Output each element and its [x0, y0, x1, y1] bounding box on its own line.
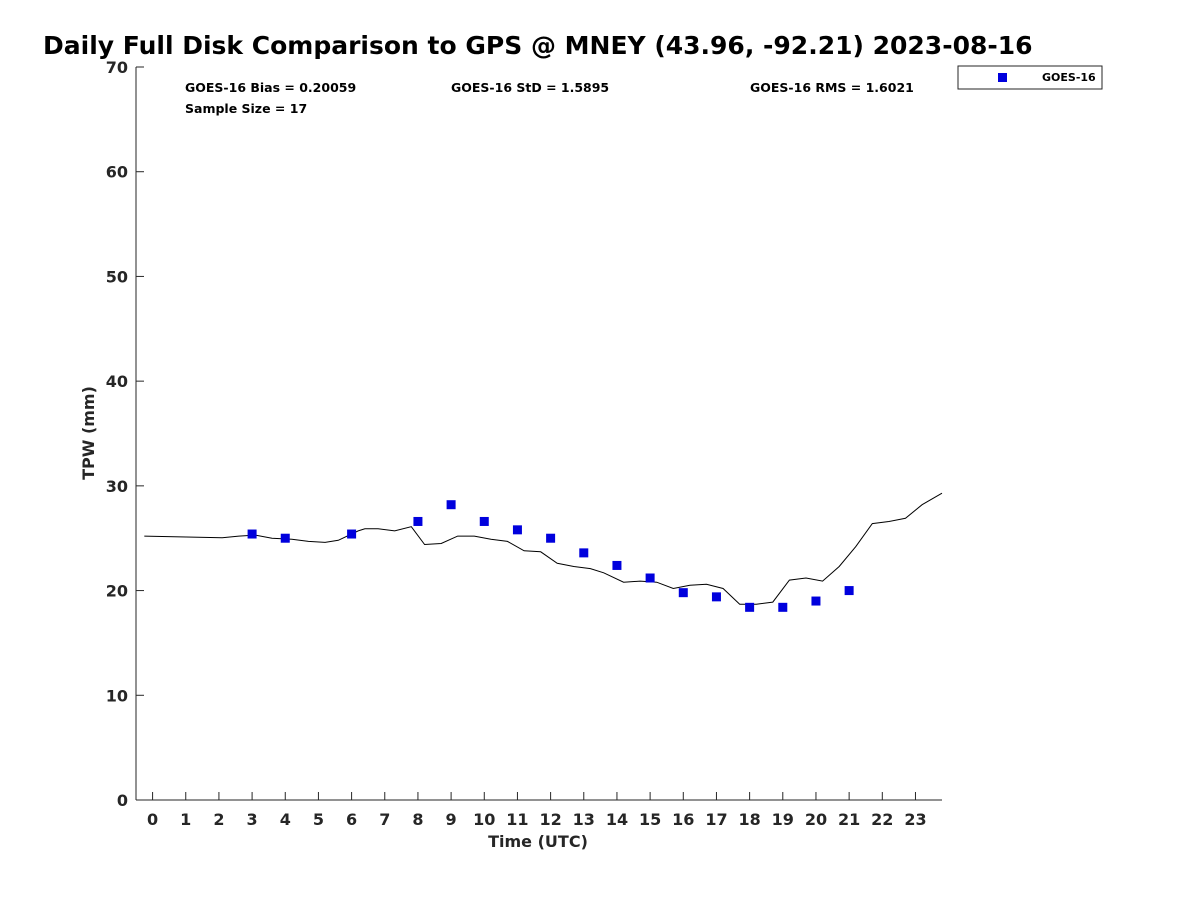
x-tick-label: 20: [805, 810, 827, 829]
y-tick-label: 40: [106, 372, 128, 391]
x-tick-label: 16: [672, 810, 694, 829]
y-tick-label: 0: [117, 791, 128, 810]
y-tick-label: 20: [106, 582, 128, 601]
gps-series-line: [144, 492, 943, 605]
x-tick-label: 18: [738, 810, 760, 829]
legend-label-goes16: GOES-16: [1042, 71, 1096, 84]
x-tick-label: 10: [473, 810, 495, 829]
x-tick-label: 1: [180, 810, 191, 829]
legend: GOES-16: [957, 65, 1103, 90]
y-ticks: 0 10 20 30 40 50 60 70: [106, 58, 144, 810]
goes16-point: [778, 602, 788, 612]
x-tick-label: 6: [346, 810, 357, 829]
x-tick-label: 17: [705, 810, 727, 829]
goes16-points-layer: [247, 500, 854, 612]
axes: [135, 67, 942, 801]
bias-stat: GOES-16 Bias = 0.20059: [185, 80, 356, 95]
rms-stat: GOES-16 RMS = 1.6021: [750, 80, 914, 95]
goes16-point: [347, 529, 357, 539]
x-tick-label: 7: [379, 810, 390, 829]
x-tick-label: 14: [606, 810, 628, 829]
y-axis-label: TPW (mm): [79, 386, 98, 480]
goes16-point: [446, 500, 456, 510]
std-stat: GOES-16 StD = 1.5895: [451, 80, 609, 95]
y-tick-label: 10: [106, 686, 128, 705]
x-tick-label: 11: [506, 810, 528, 829]
x-tick-label: 8: [412, 810, 423, 829]
goes16-point: [280, 533, 290, 543]
goes16-point: [247, 529, 257, 539]
goes16-point: [579, 548, 589, 558]
goes16-point: [612, 560, 622, 570]
x-tick-label: 12: [539, 810, 561, 829]
y-tick-label: 50: [106, 267, 128, 286]
goes16-point: [512, 525, 522, 535]
y-tick-label: 30: [106, 477, 128, 496]
x-tick-label: 23: [904, 810, 926, 829]
x-tick-label: 19: [772, 810, 794, 829]
legend-box: [957, 65, 1103, 90]
x-tick-label: 0: [147, 810, 158, 829]
gps-line-layer: [144, 492, 943, 605]
y-tick-label: 70: [106, 58, 128, 77]
x-tick-label: 3: [247, 810, 258, 829]
x-tick-label: 2: [213, 810, 224, 829]
goes16-point: [645, 573, 655, 583]
x-tick-label: 21: [838, 810, 860, 829]
goes16-point: [711, 592, 721, 602]
x-tick-label: 4: [280, 810, 291, 829]
x-tick-label: 15: [639, 810, 661, 829]
x-tick-label: 22: [871, 810, 893, 829]
y-tick-label: 60: [106, 163, 128, 182]
x-axis-label: Time (UTC): [488, 832, 588, 851]
chart-title: Daily Full Disk Comparison to GPS @ MNEY…: [43, 31, 1033, 60]
x-tick-label: 5: [313, 810, 324, 829]
goes16-point: [479, 516, 489, 526]
goes16-point: [413, 516, 423, 526]
goes16-point: [811, 596, 821, 606]
x-tick-label: 9: [446, 810, 457, 829]
goes16-point: [546, 533, 556, 543]
x-tick-label: 13: [573, 810, 595, 829]
goes16-point: [678, 588, 688, 598]
x-ticks: 0 1 2 3 4 5 6 7 8 9 10 11 12 13 14 15 16 17 18 19 20 21 22 23: [147, 792, 927, 829]
goes16-point: [745, 602, 755, 612]
sample-size-stat: Sample Size = 17: [185, 101, 307, 116]
goes16-point: [844, 586, 854, 596]
legend-marker-goes16: [998, 73, 1007, 82]
